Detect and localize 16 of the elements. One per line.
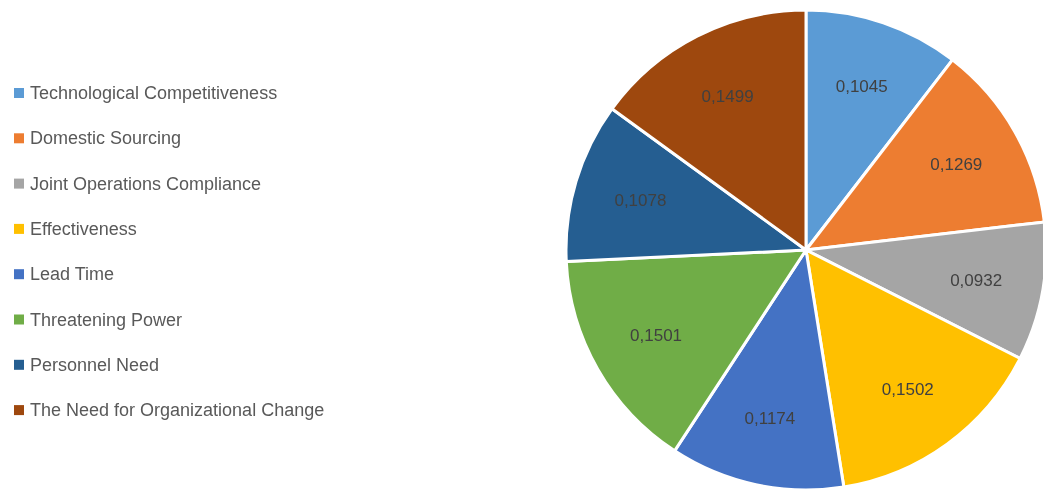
legend-label: Technological Competitiveness [30, 83, 278, 103]
legend-label: Domestic Sourcing [30, 128, 182, 149]
data-label: 0,0932 [950, 270, 1003, 290]
data-label: 0,1269 [930, 155, 983, 175]
legend-label: Joint Operations Compliance [30, 173, 262, 194]
data-label: 0,1174 [744, 409, 796, 429]
legend-label: The Need for Organizational Change [30, 400, 325, 421]
legend-label: Lead Time [30, 264, 115, 285]
legend-label: Threatening Power [30, 309, 183, 330]
data-label: 0,1502 [881, 380, 934, 400]
data-label: 0,1045 [835, 76, 888, 96]
data-label: 0,1078 [614, 191, 667, 211]
legend-label: Effectiveness [30, 218, 137, 239]
data-label: 0,1501 [630, 326, 683, 346]
legend-label: Personnel Need [30, 354, 160, 375]
data-label: 0,1499 [701, 86, 754, 106]
